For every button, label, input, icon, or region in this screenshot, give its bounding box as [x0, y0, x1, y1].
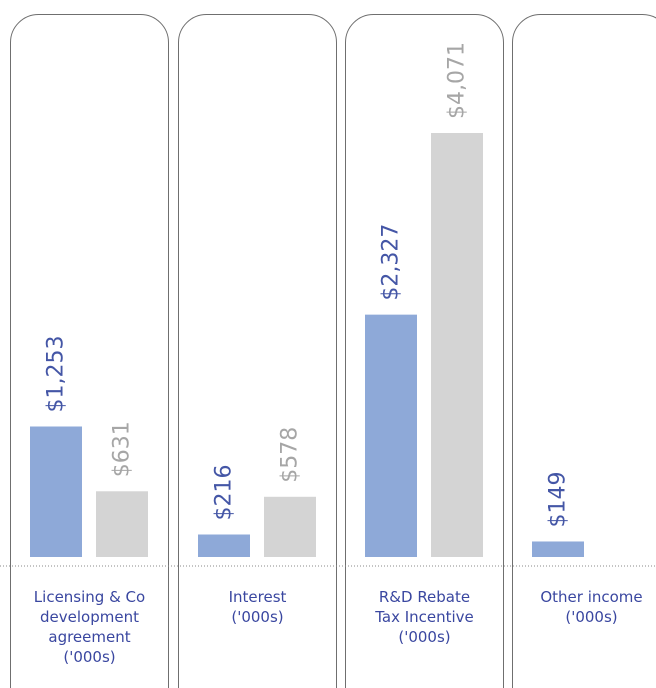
category-label: R&D Rebate	[379, 588, 470, 606]
category-label: agreement	[48, 628, 130, 646]
bar-value-label: $216	[212, 465, 237, 521]
bar-value-label: $1,253	[44, 336, 69, 413]
bar-value-label: $4,071	[445, 42, 470, 119]
bar-value-label: $631	[110, 421, 135, 477]
category-panel-border	[178, 14, 337, 688]
bar	[30, 426, 82, 557]
bar	[264, 496, 316, 557]
category-panel-border	[345, 14, 504, 688]
bar	[532, 541, 584, 557]
category-label: ('000s)	[565, 608, 617, 626]
category-label: Other income	[540, 588, 642, 606]
category-panel-border	[512, 14, 656, 688]
bar	[431, 133, 483, 557]
bar-value-label: $149	[546, 471, 571, 527]
bar	[198, 534, 250, 557]
category-label: development	[40, 608, 139, 626]
category-label: ('000s)	[398, 628, 450, 646]
category-label: Interest	[229, 588, 287, 606]
category-label: Licensing & Co	[34, 588, 145, 606]
bar	[365, 314, 417, 557]
category-label: ('000s)	[231, 608, 283, 626]
category-panel-border	[10, 14, 169, 688]
bar-value-label: $2,327	[379, 224, 404, 301]
category-label: Tax Incentive	[374, 608, 474, 626]
bar	[96, 491, 148, 557]
bar-value-label: $578	[278, 427, 303, 483]
category-label: ('000s)	[63, 648, 115, 666]
